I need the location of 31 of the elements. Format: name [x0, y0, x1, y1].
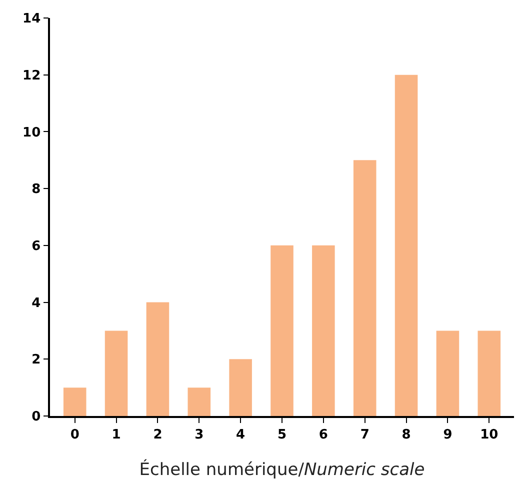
x-tick-label: 5	[277, 427, 287, 442]
y-tick-label: 6	[32, 238, 41, 254]
x-tick-label: 7	[360, 427, 370, 442]
x-tick-label: 0	[70, 427, 80, 442]
bar	[63, 388, 86, 416]
bar	[270, 245, 294, 416]
x-tick-label: 9	[443, 427, 452, 442]
x-tick-label: 3	[194, 427, 204, 442]
x-axis-title: Échelle numérique/Numeric scale	[139, 459, 425, 480]
y-tick-label: 2	[32, 352, 41, 368]
y-tick-label: 0	[32, 410, 41, 425]
x-tick-label: 8	[402, 427, 411, 442]
y-tick-label: 14	[22, 12, 41, 27]
bar	[312, 245, 335, 416]
y-tick-label: 8	[32, 182, 41, 198]
bar	[394, 74, 418, 416]
x-tick-label: 4	[236, 427, 246, 442]
bar	[229, 359, 252, 416]
x-tick-label: 1	[112, 427, 121, 442]
x-tick-label: 10	[480, 427, 498, 442]
bar	[436, 330, 460, 416]
bar	[104, 330, 128, 416]
bar	[353, 160, 376, 416]
y-tick-label: 10	[22, 125, 41, 140]
bar	[146, 302, 170, 416]
y-tick-label: 12	[22, 68, 41, 84]
bar	[188, 388, 211, 416]
x-tick-label: 6	[318, 427, 328, 442]
y-tick-label: 4	[32, 296, 41, 311]
bar	[478, 330, 501, 416]
x-tick-label: 2	[153, 427, 162, 442]
